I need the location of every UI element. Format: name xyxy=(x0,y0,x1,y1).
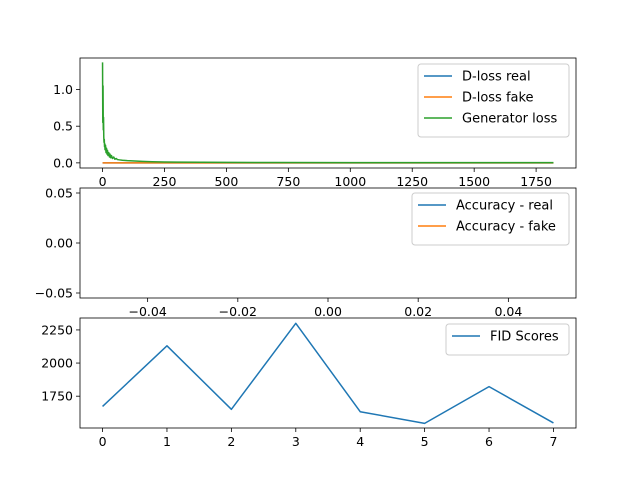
x-tick-label: 4 xyxy=(356,434,364,449)
series-line-1 xyxy=(102,322,554,425)
y-tick-label: 0.0 xyxy=(53,155,73,170)
x-tick-label: 2 xyxy=(227,434,235,449)
x-tick-label: 0 xyxy=(99,434,107,449)
legend-label: Generator loss xyxy=(462,112,557,127)
x-tick-label: −0.04 xyxy=(128,304,166,319)
x-tick-label: 1000 xyxy=(334,174,366,189)
x-tick-label: 1 xyxy=(163,434,171,449)
legend-box xyxy=(411,192,570,246)
x-tick-label: 0.04 xyxy=(494,304,522,319)
legend-box xyxy=(445,323,570,356)
y-tick-label: 1750 xyxy=(41,389,73,404)
x-tick-label: 0.02 xyxy=(404,304,432,319)
x-tick-label: 1250 xyxy=(396,174,428,189)
legend-label: FID Scores xyxy=(490,330,559,345)
x-tick-label: 7 xyxy=(549,434,557,449)
y-tick-label: −0.05 xyxy=(35,286,73,301)
x-tick-label: 1750 xyxy=(520,174,552,189)
x-tick-label: 0.00 xyxy=(314,304,342,319)
y-tick-label: 2000 xyxy=(41,356,73,371)
y-tick-label: 1.0 xyxy=(53,82,73,97)
legend-label: Accuracy - real xyxy=(456,199,553,214)
legend-box xyxy=(417,63,570,138)
x-tick-label: 250 xyxy=(153,174,177,189)
legend: D-loss real D-loss fake Generator loss xyxy=(417,63,570,138)
x-tick-label: 3 xyxy=(292,434,300,449)
y-tick-label: 0.05 xyxy=(45,186,73,201)
subplot-2: −0.04 −0.02 0.00 0.02 0.04 −0.05 0.00 0.05 Accur… xyxy=(35,186,577,319)
x-tick-label: 0 xyxy=(99,174,107,189)
x-tick-label: −0.02 xyxy=(219,304,257,319)
x-tick-label: 1500 xyxy=(458,174,490,189)
axes-frame xyxy=(79,57,577,169)
legend-label: Accuracy - fake xyxy=(456,220,556,235)
series-line-3 xyxy=(101,62,554,164)
x-tick-label: 5 xyxy=(421,434,429,449)
legend: Accuracy - real Accuracy - fake xyxy=(411,192,570,246)
axes-frame xyxy=(79,317,577,429)
y-tick-label: 2250 xyxy=(41,322,73,337)
legend-label: D-loss real xyxy=(462,70,531,85)
y-tick-label: 0.00 xyxy=(45,236,73,251)
subplot-1: 0 250 500 750 1000 1250 1500 1750 0.0 0.5 1.0 D-los… xyxy=(53,57,577,189)
x-tick-label: 500 xyxy=(214,174,238,189)
x-tick-label: 750 xyxy=(276,174,300,189)
legend: FID Scores xyxy=(445,323,570,356)
subplot-3: 0 1 2 3 4 5 6 7 1750 2000 2250 FID Scores xyxy=(41,317,577,449)
y-tick-label: 0.5 xyxy=(53,119,73,134)
legend-label: D-loss fake xyxy=(462,91,534,106)
x-tick-label: 6 xyxy=(485,434,493,449)
